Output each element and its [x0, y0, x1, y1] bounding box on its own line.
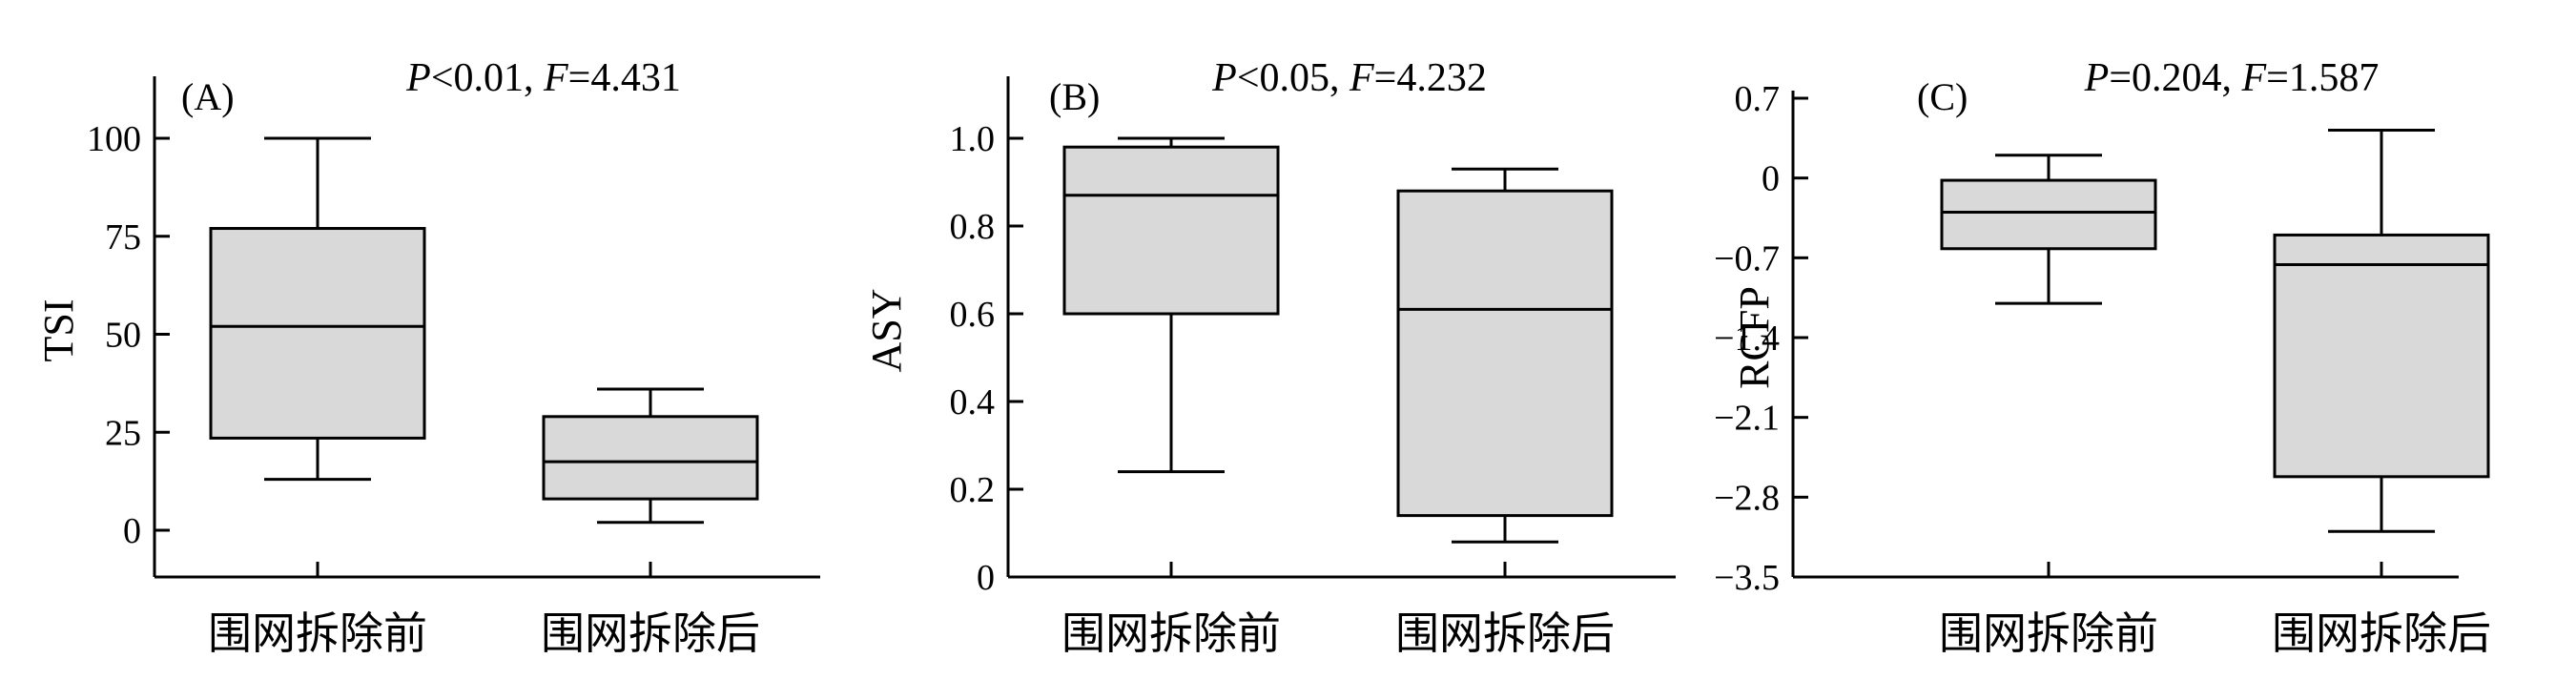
y-tick-label: 50 — [105, 316, 141, 356]
box-iqr — [1396, 189, 1614, 518]
y-axis-label: ASY — [863, 288, 910, 372]
y-tick-label: 0.7 — [1735, 79, 1781, 119]
box-iqr — [209, 227, 426, 440]
y-tick-label: −0.7 — [1714, 238, 1780, 278]
box-iqr — [542, 415, 759, 501]
box-1: 围网拆除前 — [1061, 136, 1281, 658]
box-2: 围网拆除后 — [541, 387, 760, 658]
y-tick-label: −2.1 — [1714, 399, 1780, 439]
y-tick-label: 0.6 — [950, 295, 996, 335]
y-tick-label: 0.8 — [950, 207, 996, 247]
y-axis-label: TSI — [35, 299, 82, 362]
x-tick-label: 围网拆除前 — [208, 609, 427, 658]
stats-label: P<0.05, F=4.232 — [1211, 56, 1487, 100]
y-tick-label: 25 — [105, 413, 141, 453]
y-tick-label: 1.0 — [950, 119, 996, 159]
panel-c: 0.7 0 −0.7 −1.4 −2.1 −2.8 −3.5 RCFP (C) P=0.204, … — [1714, 56, 2491, 658]
box-1: 围网拆除前 — [1939, 154, 2158, 658]
box-2: 围网拆除后 — [1395, 167, 1615, 658]
y-tick-label: 0.4 — [950, 382, 996, 422]
box-2: 围网拆除后 — [2272, 128, 2491, 658]
box-1: 围网拆除前 — [208, 136, 427, 658]
box-iqr — [2273, 233, 2490, 479]
y-tick-label: 0.2 — [950, 470, 996, 510]
y-tick-label: 0 — [977, 558, 995, 598]
panel-a: 0 25 50 75 100 TSI (A) P<0.01, F=4.431 围网拆除前 围网拆除… — [35, 56, 820, 658]
box-iqr — [1062, 145, 1280, 316]
stats-label: P<0.01, F=4.431 — [405, 56, 681, 100]
y-tick-label: −3.5 — [1714, 558, 1780, 598]
x-tick-label: 围网拆除前 — [1061, 609, 1281, 658]
box-iqr — [1940, 178, 2157, 251]
x-tick-label: 围网拆除后 — [1395, 609, 1615, 658]
y-tick-label: 0 — [1762, 159, 1780, 199]
y-tick-label: 100 — [87, 119, 141, 159]
x-tick-label: 围网拆除后 — [541, 609, 760, 658]
y-tick-label: 75 — [105, 217, 141, 257]
y-tick-label: −2.8 — [1714, 478, 1780, 518]
y-tick-label: −1.4 — [1714, 319, 1780, 359]
stats-label: P=0.204, F=1.587 — [2084, 56, 2380, 100]
panel-b: 0 0.2 0.4 0.6 0.8 1.0 ASY (B) P<0.05, F=4.232 围网拆… — [863, 56, 1676, 658]
x-tick-label: 围网拆除前 — [1939, 609, 2158, 658]
y-tick-label: 0 — [123, 511, 141, 551]
panel-label: (C) — [1917, 75, 1968, 118]
panel-label: (B) — [1049, 75, 1100, 118]
y-axis-label: RCFP — [1731, 286, 1778, 389]
panel-label: (A) — [181, 75, 235, 118]
x-tick-label: 围网拆除后 — [2272, 609, 2491, 658]
